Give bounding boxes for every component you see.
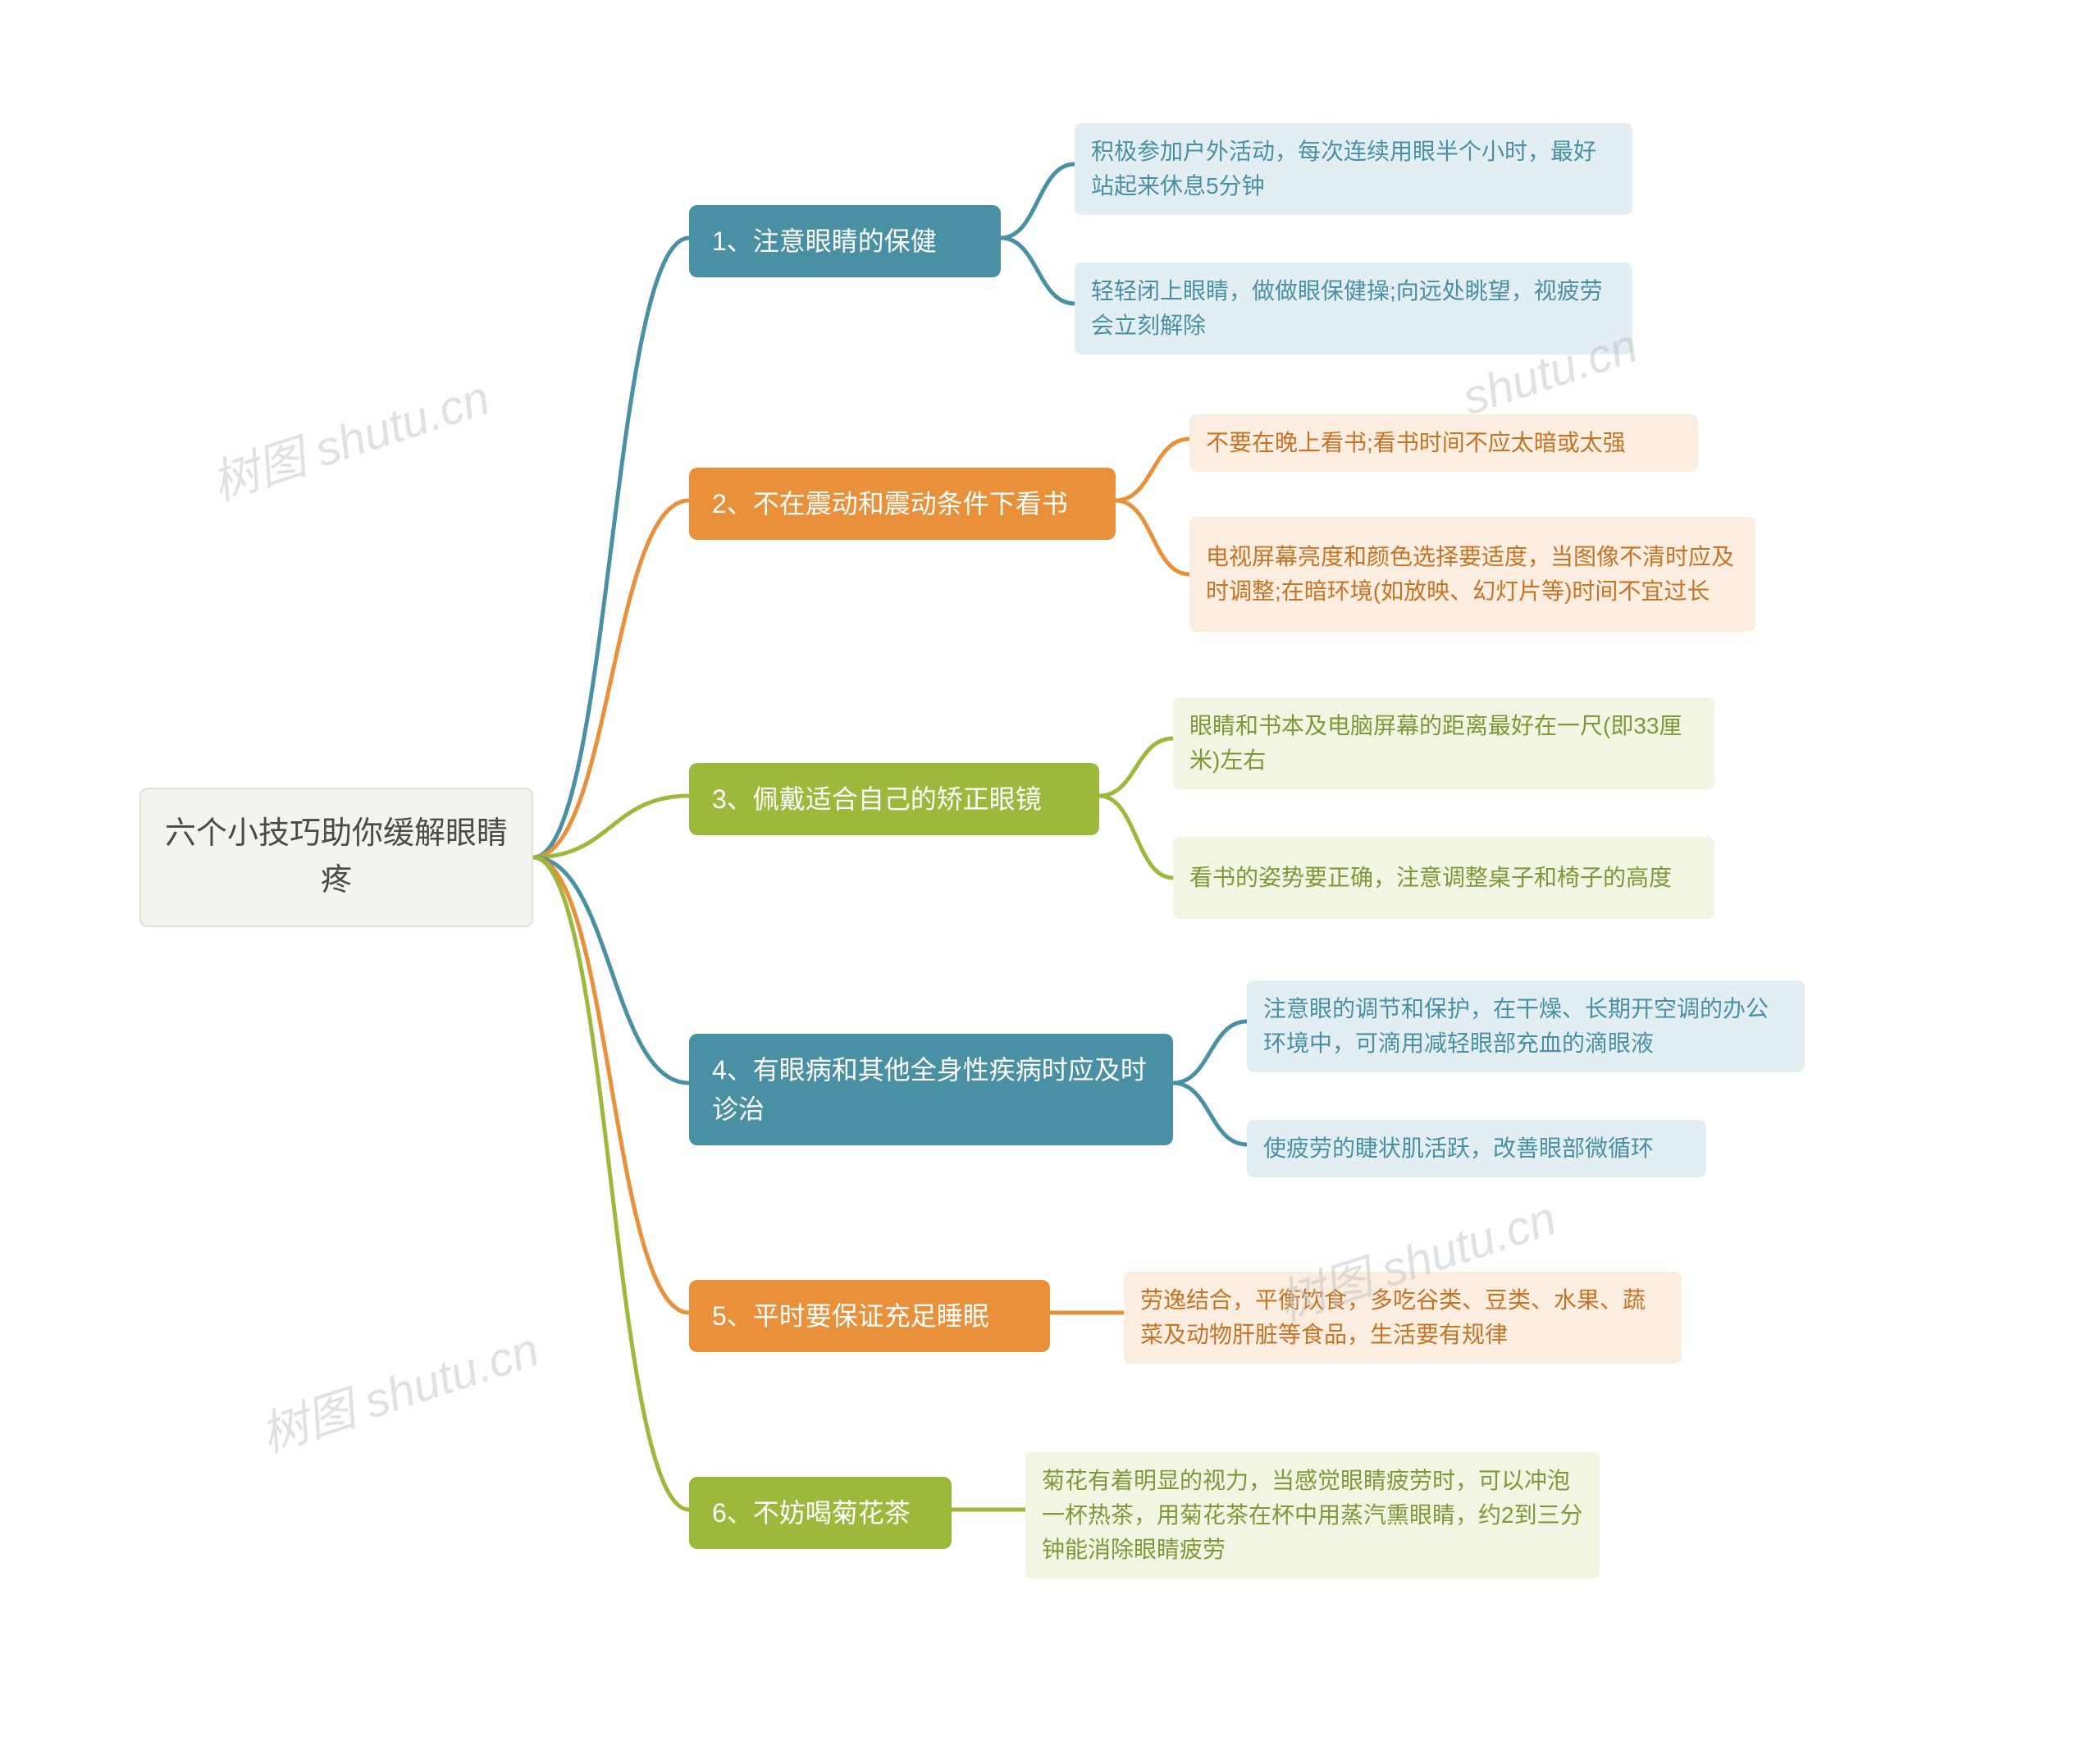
leaf-node-6-1-label: 菊花有着明显的视力，当感觉眼睛疲劳时，可以冲泡一杯热茶，用菊花茶在杯中用蒸汽熏眼… bbox=[1042, 1464, 1583, 1567]
branch-node-4: 4、有眼病和其他全身性疾病时应及时诊治 bbox=[689, 1034, 1173, 1145]
branch-node-6: 6、不妨喝菊花茶 bbox=[689, 1477, 952, 1549]
leaf-node-3-1-label: 眼睛和书本及电脑屏幕的距离最好在一尺(即33厘米)左右 bbox=[1189, 709, 1698, 778]
leaf-node-6-1: 菊花有着明显的视力，当感觉眼睛疲劳时，可以冲泡一杯热茶，用菊花茶在杯中用蒸汽熏眼… bbox=[1025, 1452, 1600, 1579]
leaf-node-3-1: 眼睛和书本及电脑屏幕的距离最好在一尺(即33厘米)左右 bbox=[1173, 697, 1714, 789]
leaf-node-1-1-label: 积极参加户外活动，每次连续用眼半个小时，最好站起来休息5分钟 bbox=[1091, 135, 1616, 203]
leaf-node-2-1-label: 不要在晚上看书;看书时间不应太暗或太强 bbox=[1206, 426, 1626, 460]
leaf-node-4-2-label: 使疲劳的睫状肌活跃，改善眼部微循环 bbox=[1263, 1131, 1654, 1166]
branch-node-2-label: 2、不在震动和震动条件下看书 bbox=[712, 484, 1068, 523]
mindmap-canvas: 六个小技巧助你缓解眼睛疼 1、注意眼睛的保健 积极参加户外活动，每次连续用眼半个小时… bbox=[0, 0, 2100, 1750]
branch-node-2: 2、不在震动和震动条件下看书 bbox=[689, 468, 1116, 540]
branch-node-5-label: 5、平时要保证充足睡眠 bbox=[712, 1296, 989, 1336]
leaf-node-2-1: 不要在晚上看书;看书时间不应太暗或太强 bbox=[1189, 414, 1698, 472]
branch-node-3: 3、佩戴适合自己的矫正眼镜 bbox=[689, 763, 1099, 835]
leaf-node-4-1: 注意眼的调节和保护，在干燥、长期开空调的办公环境中，可滴用减轻眼部充血的滴眼液 bbox=[1247, 980, 1805, 1072]
leaf-node-2-2-label: 电视屏幕亮度和颜色选择要适度，当图像不清时应及时调整;在暗环境(如放映、幻灯片等… bbox=[1206, 540, 1739, 609]
leaf-node-1-1: 积极参加户外活动，每次连续用眼半个小时，最好站起来休息5分钟 bbox=[1075, 123, 1632, 215]
branch-node-6-label: 6、不妨喝菊花茶 bbox=[712, 1493, 911, 1533]
leaf-node-1-2-label: 轻轻闭上眼睛，做做眼保健操;向远处眺望，视疲劳会立刻解除 bbox=[1091, 274, 1616, 343]
leaf-node-1-2: 轻轻闭上眼睛，做做眼保健操;向远处眺望，视疲劳会立刻解除 bbox=[1075, 263, 1632, 354]
leaf-node-3-2-label: 看书的姿势要正确，注意调整桌子和椅子的高度 bbox=[1189, 861, 1672, 895]
leaf-node-5-1: 劳逸结合，平衡饮食，多吃谷类、豆类、水果、蔬菜及动物肝脏等食品，生活要有规律 bbox=[1124, 1272, 1682, 1364]
watermark-2: 树图 shutu.cn bbox=[251, 1311, 546, 1465]
root-node: 六个小技巧助你缓解眼睛疼 bbox=[139, 788, 533, 927]
leaf-node-2-2: 电视屏幕亮度和颜色选择要适度，当图像不清时应及时调整;在暗环境(如放映、幻灯片等… bbox=[1189, 517, 1755, 632]
branch-node-1-label: 1、注意眼睛的保健 bbox=[712, 222, 937, 261]
leaf-node-3-2: 看书的姿势要正确，注意调整桌子和椅子的高度 bbox=[1173, 837, 1714, 919]
leaf-node-4-1-label: 注意眼的调节和保护，在干燥、长期开空调的办公环境中，可滴用减轻眼部充血的滴眼液 bbox=[1263, 992, 1788, 1061]
root-node-label: 六个小技巧助你缓解眼睛疼 bbox=[161, 811, 512, 904]
leaf-node-4-2: 使疲劳的睫状肌活跃，改善眼部微循环 bbox=[1247, 1120, 1706, 1177]
watermark-0: 树图 shutu.cn bbox=[202, 359, 497, 514]
branch-node-3-label: 3、佩戴适合自己的矫正眼镜 bbox=[712, 779, 1042, 819]
branch-node-4-label: 4、有眼病和其他全身性疾病时应及时诊治 bbox=[712, 1050, 1150, 1129]
leaf-node-5-1-label: 劳逸结合，平衡饮食，多吃谷类、豆类、水果、蔬菜及动物肝脏等食品，生活要有规律 bbox=[1140, 1283, 1665, 1352]
branch-node-1: 1、注意眼睛的保健 bbox=[689, 205, 1001, 277]
branch-node-5: 5、平时要保证充足睡眠 bbox=[689, 1280, 1050, 1352]
